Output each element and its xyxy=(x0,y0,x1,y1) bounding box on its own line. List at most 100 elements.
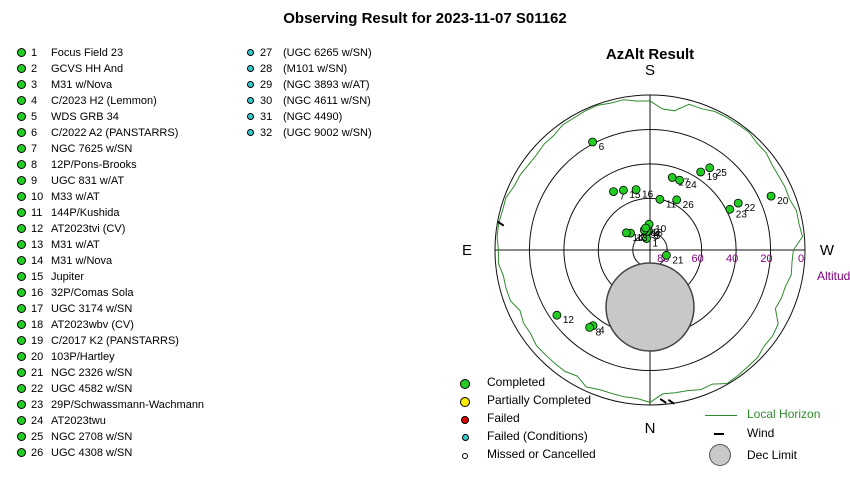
target-point-label: 16 xyxy=(642,190,654,201)
status-dot-icon xyxy=(17,192,26,201)
target-point-label: 19 xyxy=(707,172,719,183)
target-point-label: 20 xyxy=(777,196,789,207)
status-dot-icon xyxy=(17,304,26,313)
target-point-label: 8 xyxy=(596,327,602,338)
legend-horizon-label: Local Horizon xyxy=(747,407,821,421)
target-point-label: 10 xyxy=(655,224,667,235)
target-number: 21 xyxy=(31,367,44,379)
target-point xyxy=(621,228,631,238)
status-dot-icon xyxy=(17,160,26,169)
status-dot-icon xyxy=(17,416,26,425)
status-dot-icon xyxy=(17,96,26,105)
target-name: C/2023 H2 (Lemmon) xyxy=(51,95,157,107)
target-name: C/2022 A2 (PANSTARRS) xyxy=(51,127,179,139)
failed-dot-icon xyxy=(461,416,469,424)
target-number: 10 xyxy=(31,191,44,203)
status-dot-icon xyxy=(17,48,26,57)
status-dot-icon xyxy=(17,432,26,441)
status-dot-icon xyxy=(17,272,26,281)
target-name: UGC 3174 w/SN xyxy=(51,303,133,315)
target-name: AT2023wbv (CV) xyxy=(51,319,134,331)
target-number: 25 xyxy=(31,431,44,443)
legend-failed-label: Failed xyxy=(487,411,520,425)
status-dot-icon xyxy=(17,240,26,249)
target-name: (UGC 6265 w/SN) xyxy=(283,47,372,59)
target-number: 3 xyxy=(31,79,38,91)
target-point xyxy=(585,322,594,332)
wind-marker xyxy=(497,220,505,227)
target-point xyxy=(705,163,715,173)
status-dot-icon xyxy=(17,176,26,185)
target-name: UGC 831 w/AT xyxy=(51,175,125,187)
target-point xyxy=(662,250,671,260)
direction-west: W xyxy=(820,242,835,259)
target-number: 6 xyxy=(31,127,38,139)
target-point xyxy=(552,310,562,320)
target-name: NGC 7625 w/SN xyxy=(51,143,133,155)
target-number: 17 xyxy=(31,303,44,315)
legend-missed-label: Missed or Cancelled xyxy=(487,447,596,461)
target-name: GCVS HH And xyxy=(51,63,124,75)
altitude-tick-label: 40 xyxy=(726,253,738,265)
target-name: C/2017 K2 (PANSTARRS) xyxy=(51,335,179,347)
legend-wind-label: Wind xyxy=(747,426,775,440)
target-number: 26 xyxy=(31,447,44,459)
status-dot-icon xyxy=(247,129,254,136)
target-number: 8 xyxy=(31,159,38,171)
target-point-label: 18 xyxy=(652,228,664,239)
legend-failed-conditions-label: Failed (Conditions) xyxy=(487,429,588,443)
status-dot-icon xyxy=(17,256,26,265)
target-point xyxy=(655,194,665,204)
local-horizon-line xyxy=(496,99,804,403)
target-point xyxy=(641,223,651,233)
target-number: 9 xyxy=(31,175,38,187)
status-dot-icon xyxy=(247,49,254,56)
target-number: 32 xyxy=(260,127,273,139)
target-number: 30 xyxy=(260,95,273,107)
status-dot-icon xyxy=(247,113,254,120)
direction-east: E xyxy=(462,242,472,259)
status-dot-icon xyxy=(17,336,26,345)
target-point xyxy=(609,187,618,197)
target-point-label: 15 xyxy=(629,190,641,201)
target-point-label: 7 xyxy=(619,192,625,203)
legend-partial-label: Partially Completed xyxy=(487,393,592,407)
target-name: M31 w/Nova xyxy=(51,79,113,91)
target-point-label: 4 xyxy=(599,326,605,337)
horizon-line-icon xyxy=(705,415,737,416)
status-dot-icon xyxy=(17,352,26,361)
status-dot-icon xyxy=(17,400,26,409)
dec-limit-icon xyxy=(709,444,731,466)
completed-dot-icon xyxy=(460,379,470,389)
target-number: 27 xyxy=(260,47,273,59)
target-name: 29P/Schwassmann-Wachmann xyxy=(51,399,205,411)
status-dot-icon xyxy=(17,448,26,457)
target-point-label: 9 xyxy=(650,230,656,241)
missed-dot-icon xyxy=(462,453,468,459)
chart-title: AzAlt Result xyxy=(606,46,694,63)
target-point xyxy=(667,173,677,182)
status-dot-icon xyxy=(17,80,26,89)
target-name: NGC 2326 w/SN xyxy=(51,367,133,379)
status-dot-icon xyxy=(17,208,26,217)
target-name: (NGC 3893 w/AT) xyxy=(283,79,370,91)
target-name: 103P/Hartley xyxy=(51,351,115,363)
target-point-label: 21 xyxy=(672,255,684,266)
status-dot-icon xyxy=(17,368,26,377)
status-dot-icon xyxy=(17,64,26,73)
wind-marker xyxy=(659,398,667,404)
target-number: 19 xyxy=(31,335,44,347)
target-name: M31 w/Nova xyxy=(51,255,113,267)
status-dot-icon xyxy=(17,112,26,121)
target-number: 12 xyxy=(31,223,44,235)
target-point xyxy=(725,204,735,214)
target-number: 5 xyxy=(31,111,38,123)
target-point-label: 25 xyxy=(716,168,728,179)
target-number: 11 xyxy=(31,207,43,219)
target-point-label: 24 xyxy=(686,180,698,191)
target-name: (NGC 4490) xyxy=(283,111,343,123)
target-point xyxy=(696,167,706,177)
target-number: 29 xyxy=(260,79,273,91)
target-point xyxy=(588,137,597,147)
